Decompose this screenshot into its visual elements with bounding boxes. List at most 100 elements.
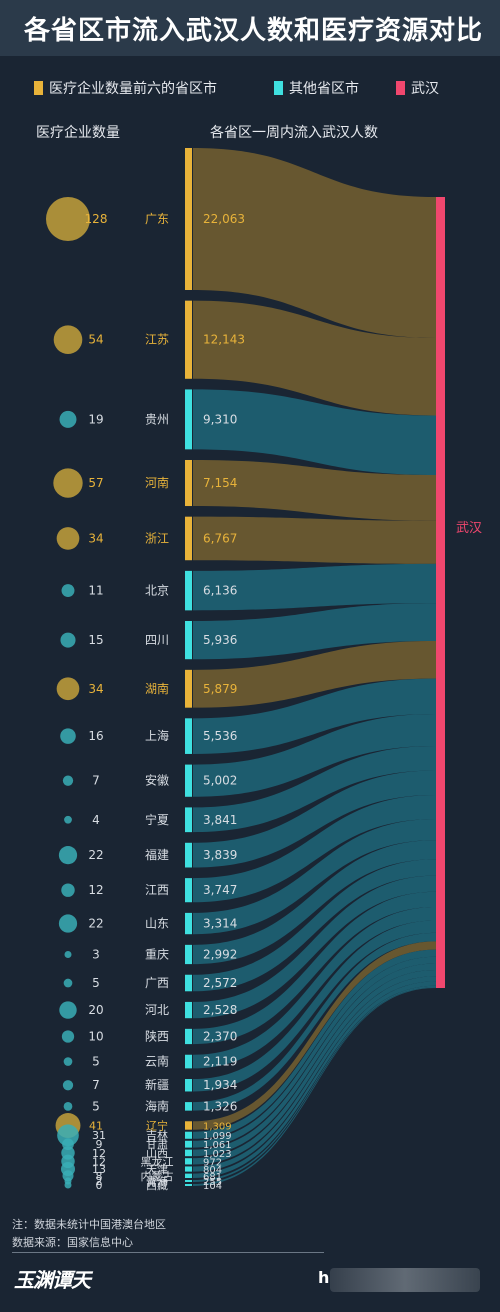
inflow-value-label: 972 (203, 1157, 222, 1168)
inflow-value-label: 1,023 (203, 1149, 232, 1160)
medical-bubble (61, 1030, 75, 1043)
province-label: 青海 (146, 1174, 168, 1188)
medical-count-label: 41 (89, 1119, 103, 1132)
legend-item-other: 其他省区市 (274, 78, 359, 98)
flow-band (193, 859, 436, 992)
flow-band (193, 985, 436, 1182)
province-label: 黑龙江 (141, 1155, 174, 1168)
source-node-bar (185, 807, 192, 833)
footnote: 注：数据未统计中国港澳台地区 (12, 1218, 166, 1231)
medical-count-label: 5 (92, 1055, 100, 1069)
source-node-bar (185, 1079, 192, 1092)
flow-band (193, 678, 436, 754)
medical-count-label: 34 (88, 531, 103, 545)
province-label: 重庆 (145, 947, 169, 961)
province-label: 吉林 (146, 1128, 168, 1142)
inflow-value-label: 804 (203, 1165, 222, 1176)
inflow-value-label: 3,839 (203, 848, 237, 862)
legend-item-wuhan: 武汉 (396, 78, 439, 98)
medical-bubble (56, 527, 80, 550)
medical-count-label: 12 (92, 1155, 106, 1168)
chart-title: 各省区市流入武汉人数和医疗资源对比 (24, 16, 484, 46)
province-label: 宁夏 (145, 812, 169, 827)
inflow-value-label: 2,370 (203, 1029, 237, 1043)
medical-count-label: 5 (92, 1099, 100, 1113)
flow-band (193, 941, 436, 1130)
province-label: 四川 (145, 633, 169, 647)
province-label: 内蒙古 (141, 1169, 174, 1183)
inflow-value-label: 3,314 (203, 917, 237, 931)
medical-bubble (58, 846, 78, 865)
target-node-bar (436, 197, 445, 988)
flow-band (193, 981, 436, 1178)
source-node-bar (185, 842, 192, 868)
inflow-value-label: 104 (203, 1181, 222, 1192)
source-node-bar (185, 516, 192, 561)
medical-count-label: 128 (85, 212, 108, 226)
source-node-bar (185, 300, 192, 379)
province-label: 浙江 (145, 531, 169, 545)
flow-band (193, 770, 436, 868)
flow-band (193, 148, 436, 338)
medical-bubble (60, 632, 76, 648)
medical-bubble (64, 1181, 72, 1189)
medical-count-label: 16 (88, 729, 103, 743)
source-node-bar (185, 1054, 192, 1069)
medical-count-label: 8 (96, 1170, 103, 1183)
medical-count-label: 12 (88, 883, 103, 897)
medical-count-label: 10 (88, 1029, 103, 1043)
inflow-value-label: 1,326 (203, 1099, 237, 1113)
medical-count-label: 13 (92, 1163, 106, 1176)
province-label: 贵州 (145, 412, 169, 426)
medical-bubble (62, 1170, 74, 1182)
medical-count-label: 54 (88, 333, 103, 347)
province-label: 海南 (145, 1098, 169, 1113)
flow-band (193, 459, 436, 521)
medical-column-header: 医疗企业数量 (36, 125, 120, 141)
inflow-value-label: 3,747 (203, 883, 237, 897)
inflow-value-label: 2,572 (203, 976, 237, 990)
flow-band (193, 563, 436, 611)
province-label: 江苏 (145, 333, 169, 347)
province-label: 山西 (146, 1147, 168, 1160)
flow-band (193, 976, 436, 1172)
inflow-value-label: 6,136 (203, 584, 237, 598)
province-label: 新疆 (145, 1077, 169, 1092)
legend-swatch-top6 (34, 81, 43, 95)
medical-count-label: 7 (92, 1078, 100, 1092)
medical-count-label: 12 (92, 1147, 106, 1160)
flow-band (193, 745, 436, 833)
province-label: 安徽 (145, 773, 169, 788)
province-label: 河北 (145, 1003, 169, 1017)
medical-count-label: 9 (96, 1138, 103, 1151)
source-node-bar (185, 718, 192, 754)
inflow-value-label: 1,934 (203, 1078, 237, 1092)
province-label: 陕西 (145, 1028, 169, 1043)
data-source: 数据来源：国家信息中心 (12, 1236, 133, 1249)
medical-bubble (58, 914, 78, 933)
medical-bubble (62, 1080, 74, 1091)
medical-count-label: 15 (88, 633, 103, 647)
province-label: 广东 (145, 212, 169, 226)
source-node-bar (185, 459, 192, 507)
blurred-watermark (330, 1268, 480, 1292)
province-label: 天津 (146, 1163, 168, 1176)
medical-count-label: 22 (88, 917, 103, 931)
inflow-value-label: 3,841 (203, 813, 237, 827)
inflow-value-label: 9,310 (203, 412, 237, 426)
flow-band (193, 818, 436, 935)
province-label: 西藏 (146, 1179, 168, 1192)
source-node-bar (185, 1121, 192, 1130)
medical-bubble (62, 775, 74, 786)
source-node-bar (185, 148, 192, 290)
source-node-bar (185, 1173, 192, 1178)
medical-count-label: 4 (92, 813, 100, 827)
province-label: 河南 (145, 475, 169, 490)
flow-band (193, 713, 436, 797)
flow-band (193, 516, 436, 564)
medical-bubble (53, 325, 83, 355)
province-label: 上海 (145, 728, 169, 743)
province-label: 甘肃 (146, 1138, 168, 1151)
legend-label-top6: 医疗企业数量前六的省区市 (49, 81, 217, 97)
source-node-bar (185, 1166, 192, 1172)
